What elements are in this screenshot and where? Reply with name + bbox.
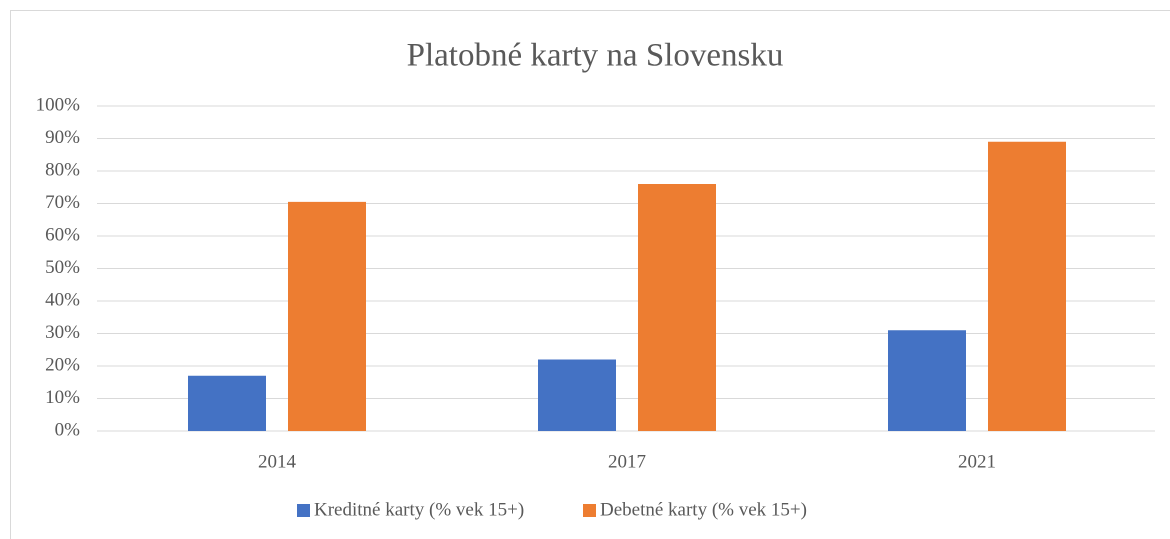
y-tick-label: 60%: [45, 224, 80, 245]
bar: [188, 375, 266, 431]
legend-label: Debetné karty (% vek 15+): [600, 499, 807, 520]
x-tick-label: 2014: [258, 451, 297, 472]
y-tick-label: 0%: [55, 419, 81, 440]
y-tick-label: 30%: [45, 322, 80, 343]
y-tick-label: 20%: [45, 354, 80, 375]
y-tick-label: 40%: [45, 289, 80, 310]
y-tick-label: 100%: [36, 94, 81, 115]
chart-title: Platobné karty na Slovensku: [407, 38, 784, 74]
x-tick-label: 2021: [958, 451, 996, 472]
y-tick-label: 10%: [45, 387, 80, 408]
x-tick-label: 2017: [608, 451, 646, 472]
bar: [888, 330, 966, 431]
bar: [988, 141, 1066, 431]
y-tick-label: 50%: [45, 257, 80, 278]
y-tick-label: 70%: [45, 192, 80, 213]
legend-label: Kreditné karty (% vek 15+): [314, 499, 524, 520]
bar: [288, 201, 366, 431]
bar: [538, 359, 616, 431]
legend-swatch: [297, 504, 310, 517]
legend-swatch: [583, 504, 596, 517]
bar: [638, 184, 716, 431]
chart-border: [10, 10, 1170, 539]
y-tick-label: 90%: [45, 127, 80, 148]
y-tick-label: 80%: [45, 159, 80, 180]
